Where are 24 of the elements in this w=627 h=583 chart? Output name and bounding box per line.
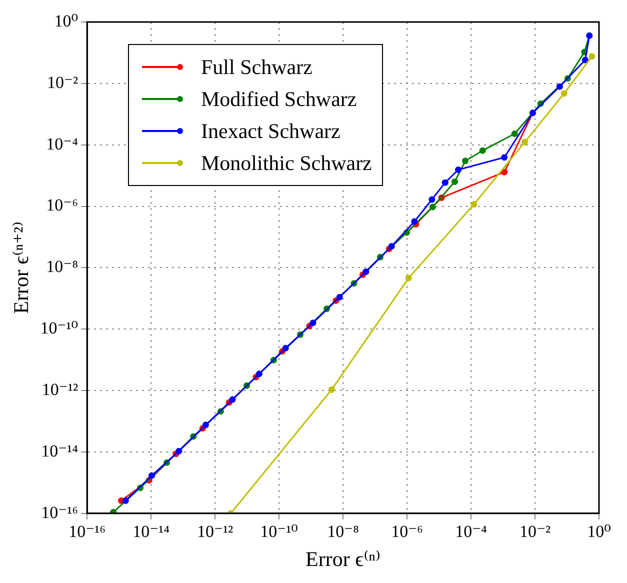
y-tick-label: 10⁻¹⁴ [41,441,78,460]
y-tick-label: 10⁻¹² [42,380,78,400]
x-tick-label: 10⁻¹⁰ [260,522,298,542]
y-tick-label: 10⁻⁶ [46,196,78,215]
y-tick-label: 10⁻¹⁰ [40,318,78,338]
legend-label: Inexact Schwarz [201,118,340,144]
y-tick-label: 10⁻¹⁶ [41,502,78,522]
legend-label: Full Schwarz [201,54,312,80]
x-tick-label: 10⁻⁸ [327,522,360,542]
x-axis-title: Error ϵ⁽ⁿ⁾ [306,546,381,571]
y-tick-label: 10⁻² [47,72,78,92]
x-tick-label: 10⁰ [587,522,612,542]
x-tick-label: 10⁻¹⁶ [68,522,106,542]
x-tick-label: 10⁻¹² [196,522,234,542]
y-tick-label: 10⁰ [54,11,78,30]
y-tick-label: 10⁻⁸ [46,257,78,276]
y-tick-label: 10⁻⁴ [46,134,78,154]
x-tick-label: 10⁻² [519,522,551,542]
legend-label: Monolithic Schwarz [201,150,372,176]
x-tick-label: 10⁻¹⁴ [132,522,170,542]
legend-label: Modified Schwarz [201,86,357,112]
x-tick-label: 10⁻⁴ [455,522,488,542]
y-axis-title: Error ϵ⁽ⁿ⁺²⁾ [9,222,34,314]
x-tick-label: 10⁻⁶ [391,522,424,542]
